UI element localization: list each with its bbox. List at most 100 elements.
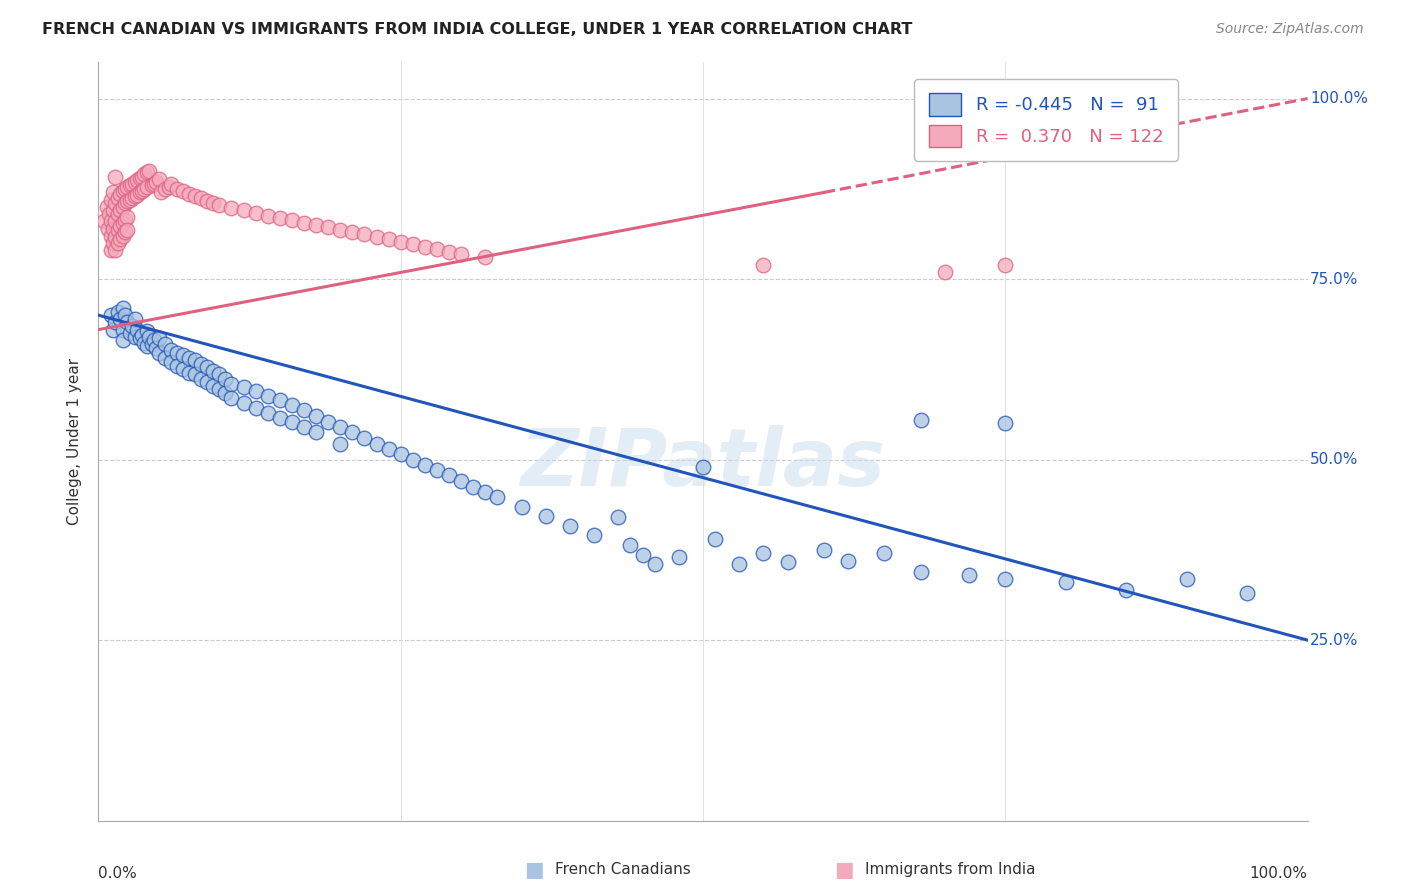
Point <box>728 558 751 572</box>
Point <box>934 265 956 279</box>
Point <box>104 315 127 329</box>
Point <box>96 200 118 214</box>
Point <box>402 452 425 467</box>
Point <box>141 178 163 193</box>
Point <box>114 308 136 322</box>
Point <box>292 216 315 230</box>
Point <box>141 337 163 351</box>
Point <box>98 207 121 221</box>
Point <box>353 227 375 242</box>
Text: FRENCH CANADIAN VS IMMIGRANTS FROM INDIA COLLEGE, UNDER 1 YEAR CORRELATION CHART: FRENCH CANADIAN VS IMMIGRANTS FROM INDIA… <box>42 22 912 37</box>
Text: Source: ZipAtlas.com: Source: ZipAtlas.com <box>1216 22 1364 37</box>
Text: 75.0%: 75.0% <box>1310 271 1358 286</box>
Point <box>124 189 146 203</box>
Point <box>148 331 170 345</box>
Point <box>135 179 157 194</box>
Point <box>245 205 267 219</box>
Point <box>100 308 122 322</box>
Point <box>107 223 129 237</box>
Point <box>145 341 167 355</box>
Point <box>118 326 141 341</box>
Point <box>111 334 134 348</box>
Point <box>117 179 139 194</box>
Point <box>316 220 339 235</box>
Point <box>107 207 129 221</box>
Point <box>426 242 449 256</box>
Point <box>221 391 243 405</box>
Point <box>184 189 207 203</box>
Point <box>117 194 139 208</box>
Point <box>131 169 153 184</box>
Point <box>256 406 278 420</box>
Point <box>1054 575 1077 590</box>
Point <box>208 382 231 396</box>
Point <box>214 372 236 386</box>
Point <box>135 165 157 179</box>
Point <box>138 163 160 178</box>
Point <box>127 187 149 202</box>
Point <box>117 223 139 237</box>
Point <box>437 468 460 483</box>
Point <box>245 384 267 398</box>
Point <box>202 379 225 393</box>
Point <box>145 175 167 189</box>
Point <box>510 500 533 514</box>
Point <box>292 420 315 434</box>
Point <box>108 219 131 234</box>
Point <box>172 362 194 376</box>
Point <box>111 228 134 243</box>
Point <box>463 480 485 494</box>
Point <box>104 196 127 211</box>
Point <box>128 171 150 186</box>
Point <box>114 196 136 211</box>
Point <box>153 182 176 196</box>
Point <box>111 184 134 198</box>
Point <box>148 345 170 359</box>
Point <box>121 177 143 191</box>
Point <box>305 409 328 424</box>
Point <box>994 417 1017 431</box>
Point <box>128 186 150 200</box>
Point <box>134 335 156 350</box>
Point <box>752 546 775 560</box>
Point <box>202 364 225 378</box>
Point <box>172 184 194 198</box>
Point <box>281 415 304 429</box>
Point <box>107 235 129 250</box>
Point <box>910 413 932 427</box>
Point <box>166 182 188 196</box>
Point <box>104 214 127 228</box>
Point <box>1175 572 1198 586</box>
Point <box>426 463 449 477</box>
Point <box>214 386 236 401</box>
Point <box>389 447 412 461</box>
Point <box>190 357 212 371</box>
Point <box>101 323 124 337</box>
Point <box>377 442 399 456</box>
Point <box>153 351 176 366</box>
Text: 25.0%: 25.0% <box>1310 632 1358 648</box>
Point <box>118 193 141 207</box>
Point <box>111 301 134 315</box>
Point <box>619 538 641 552</box>
Point <box>114 182 136 196</box>
Point <box>583 528 606 542</box>
Point <box>135 338 157 352</box>
Point <box>172 348 194 362</box>
Point <box>413 239 436 253</box>
Point <box>108 186 131 201</box>
Point <box>111 200 134 214</box>
Text: French Canadians: French Canadians <box>555 863 692 877</box>
Point <box>148 172 170 186</box>
Point <box>366 230 388 244</box>
Point <box>437 244 460 259</box>
Point <box>486 490 509 504</box>
Point <box>157 179 180 194</box>
Point <box>100 214 122 228</box>
Point <box>101 203 124 218</box>
Point <box>292 403 315 417</box>
Point <box>124 330 146 344</box>
Point <box>127 323 149 337</box>
Point <box>245 401 267 415</box>
Point <box>474 485 496 500</box>
